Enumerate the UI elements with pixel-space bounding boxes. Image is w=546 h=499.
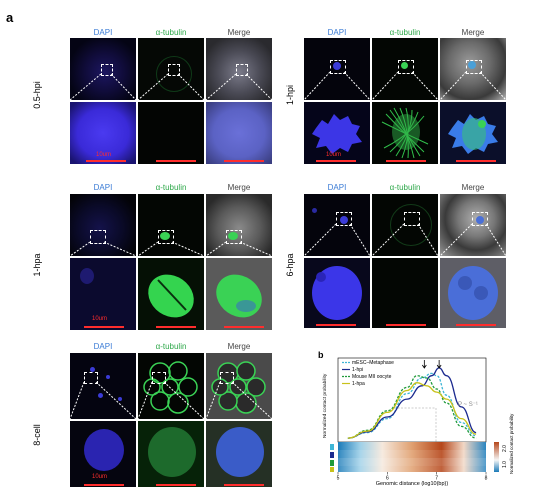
legend-label: Mouse MII oocyte — [352, 374, 392, 380]
series-line-2 — [347, 375, 477, 439]
channel-label-dapi: DAPI — [93, 342, 113, 351]
scale-bar — [386, 160, 426, 162]
dapi-zoom — [70, 421, 136, 487]
colorbar-label: Normalized contact probability — [509, 413, 514, 474]
series-line-3 — [347, 382, 477, 439]
scale-label: 10um — [96, 152, 112, 158]
scale-bar — [224, 484, 264, 486]
peak-arrow — [422, 360, 427, 369]
x-axis-label: Genomic distance (log10(bp)) — [376, 481, 449, 487]
scale-bar — [86, 160, 126, 162]
dapi-zoom — [70, 258, 136, 330]
tubulin-zoom — [138, 258, 204, 330]
scale-bar — [84, 326, 124, 328]
channel-label-merge: Merge — [461, 28, 485, 37]
merge-thumbnail — [206, 353, 272, 419]
y-axis-label: Normalized contact probability — [322, 373, 328, 438]
tubulin-zoom — [138, 421, 204, 487]
scale-bar — [84, 484, 124, 486]
channel-label-tubulin: α-tubulin — [155, 28, 187, 37]
row-label: 8-cell — [32, 424, 42, 446]
channel-label-tubulin: α-tubulin — [155, 342, 187, 351]
merge-zoom — [440, 258, 506, 328]
x-tick-label: 7 — [435, 476, 438, 482]
tubulin-thumbnail — [138, 194, 204, 256]
series-line-1 — [347, 367, 477, 439]
channel-label-dapi: DAPI — [93, 183, 113, 192]
legend-label: 1-hpi — [352, 367, 363, 373]
legend-label: mESC–Metaphase — [352, 360, 394, 366]
scale-bar — [224, 160, 264, 162]
channel-label-merge: Merge — [461, 183, 485, 192]
channel-label-dapi: DAPI — [93, 28, 113, 37]
scale-label: 10um — [326, 152, 342, 158]
legend-label: 1-hpa — [352, 381, 365, 387]
scale-bar — [224, 326, 264, 328]
dapi-thumbnail — [70, 194, 136, 256]
x-tick-label: 5 — [337, 476, 340, 482]
scale-bar — [316, 324, 356, 326]
merge-zoom — [206, 258, 272, 330]
scale-bar — [156, 326, 196, 328]
peak-arrow — [436, 360, 442, 369]
tubulin-thumbnail — [138, 353, 204, 419]
scale-label: 10um — [92, 474, 108, 480]
scale-bar — [456, 324, 496, 326]
channel-label-tubulin: α-tubulin — [155, 183, 187, 192]
scale-bar — [456, 160, 496, 162]
row-label: 0.5-hpi — [32, 81, 42, 109]
colorbar-tick: 2.0 — [502, 445, 508, 452]
scale-label: 10um — [92, 316, 108, 322]
row-label: 1-hpi — [285, 85, 295, 106]
row-label: 6-hpa — [285, 253, 295, 277]
merge-zoom — [206, 102, 272, 164]
scale-bar — [386, 324, 426, 326]
channel-label-dapi: DAPI — [327, 183, 347, 192]
x-tick-label: 6 — [386, 476, 389, 482]
scale-bar — [316, 160, 356, 162]
slope-annotation: P ~ S⁻¹ — [458, 402, 478, 408]
merge-zoom — [206, 421, 272, 487]
scale-bar — [156, 160, 196, 162]
tubulin-zoom — [138, 102, 204, 164]
panel-letter-a: a — [6, 10, 14, 25]
colorbar — [494, 442, 499, 472]
merge-thumbnail — [206, 194, 272, 256]
dapi-zoom — [70, 102, 136, 164]
scale-bar — [156, 484, 196, 486]
panel-letter-b: b — [318, 350, 324, 360]
tubulin-zoom — [372, 102, 438, 164]
colorbar-tick: 1.0 — [502, 461, 508, 468]
channel-label-tubulin: α-tubulin — [389, 28, 421, 37]
channel-label-merge: Merge — [227, 342, 251, 351]
channel-label-merge: Merge — [227, 183, 251, 192]
x-tick-label: 8 — [485, 476, 488, 482]
dapi-zoom — [304, 102, 370, 164]
heatmap — [338, 442, 486, 472]
row-label: 1-hpa — [32, 253, 42, 277]
dapi-zoom — [304, 258, 370, 328]
tubulin-zoom — [372, 258, 438, 328]
channel-label-tubulin: α-tubulin — [389, 183, 421, 192]
channel-label-merge: Merge — [227, 28, 251, 37]
channel-label-dapi: DAPI — [327, 28, 347, 37]
merge-zoom — [440, 102, 506, 164]
dapi-thumbnail — [70, 353, 136, 419]
